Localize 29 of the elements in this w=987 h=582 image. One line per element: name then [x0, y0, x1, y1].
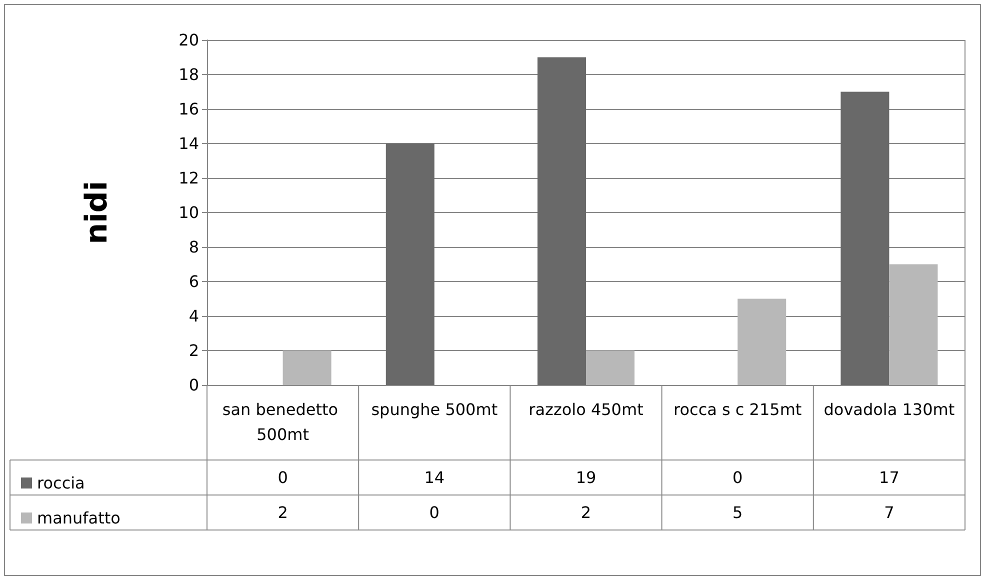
y-tick-label: 14 [178, 134, 199, 153]
y-tick-label: 16 [178, 100, 199, 118]
y-axis-title: nidi [80, 180, 114, 244]
data-label: 14 [424, 468, 445, 487]
x-tick-label: dovadola 130mt [824, 400, 955, 419]
y-tick-label: 6 [188, 272, 199, 291]
data-label: 5 [732, 503, 743, 522]
data-label: 0 [732, 468, 743, 487]
y-tick-label: 10 [178, 203, 199, 222]
legend-label: roccia [37, 474, 85, 492]
data-label: 0 [429, 503, 440, 522]
legend-label: manufatto [37, 508, 120, 528]
x-tick-label: spunghe 500mt [371, 400, 498, 419]
y-tick-label: 2 [188, 341, 199, 360]
x-tick-label: rocca s c 215mt [674, 400, 802, 419]
y-tick-label: 0 [188, 376, 199, 394]
data-label: 17 [879, 468, 900, 487]
data-label: 7 [884, 503, 894, 522]
data-label: 2 [580, 503, 592, 522]
data-label: 2 [278, 503, 288, 522]
data-label: 19 [576, 468, 596, 487]
x-tick-label: san benedetto 500mt [222, 400, 344, 444]
data-label: 0 [278, 468, 288, 487]
y-tick-label: 4 [188, 306, 199, 326]
y-tick-label: 12 [178, 168, 199, 188]
x-tick-label: razzolo 450mt [528, 400, 644, 419]
y-tick-label: 18 [178, 65, 199, 84]
y-tick-label: 8 [188, 238, 199, 256]
y-tick-label: 20 [178, 30, 199, 50]
